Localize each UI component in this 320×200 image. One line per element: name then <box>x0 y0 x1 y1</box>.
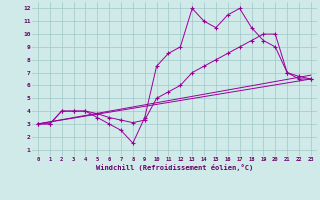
X-axis label: Windchill (Refroidissement éolien,°C): Windchill (Refroidissement éolien,°C) <box>96 164 253 171</box>
